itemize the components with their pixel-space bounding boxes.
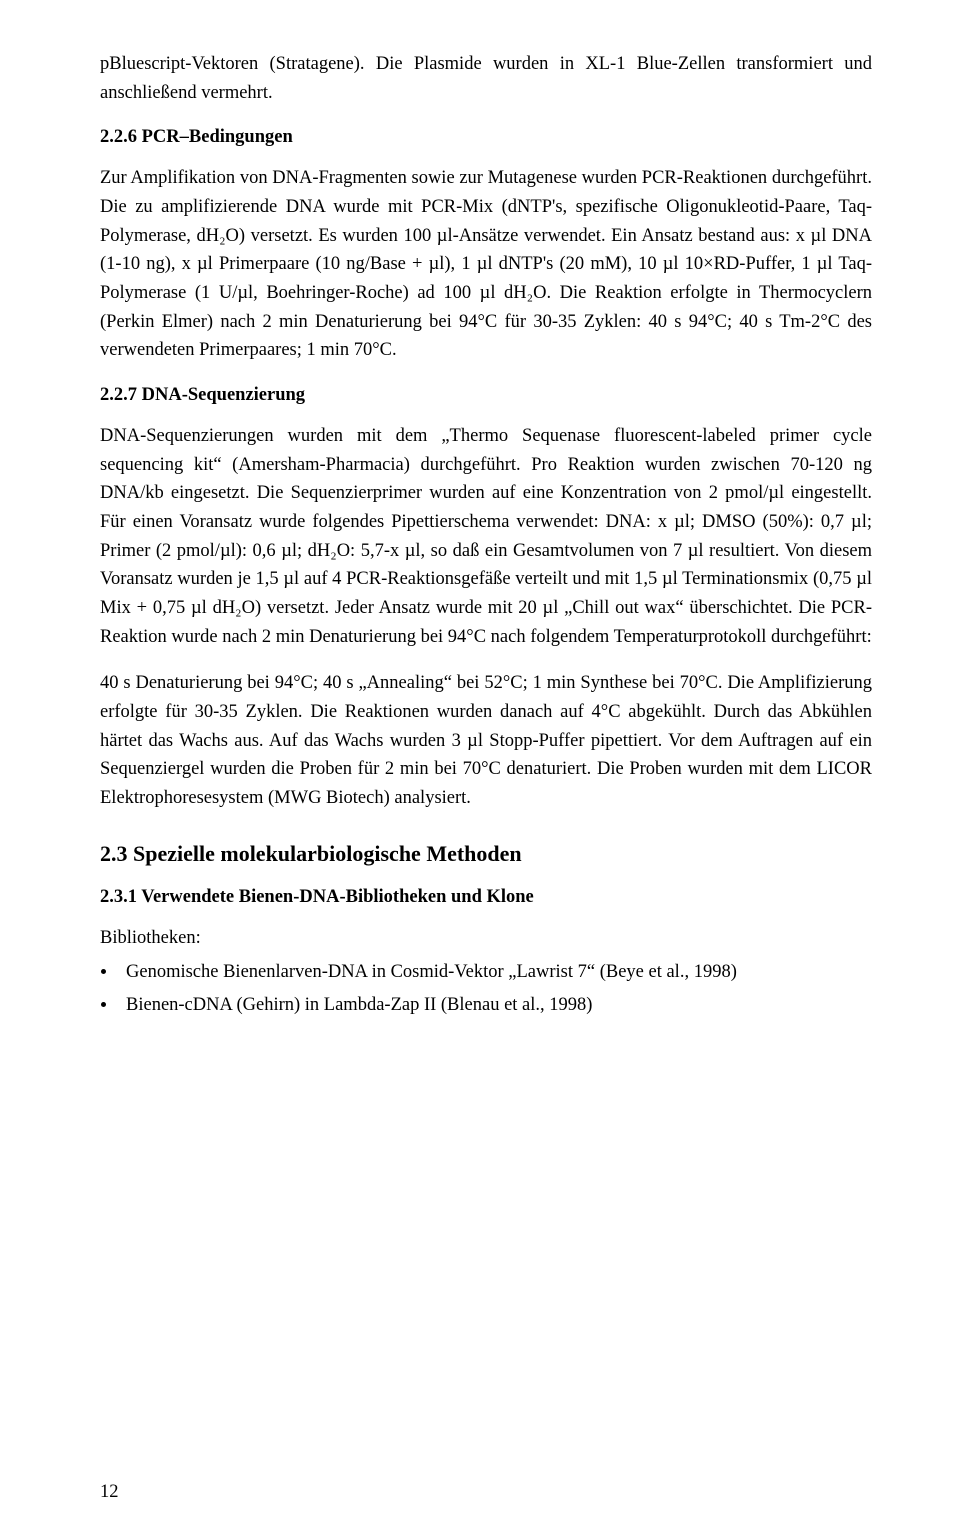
list-item: Genomische Bienenlarven-DNA in Cosmid-Ve… [118,958,872,987]
heading-226: 2.2.6 PCR–Bedingungen [100,127,872,148]
heading-227: 2.2.7 DNA-Sequenzierung [100,385,872,406]
paragraph-intro: pBluescript-Vektoren (Stratagene). Die P… [100,50,872,107]
paragraph-bibliotheken: Bibliotheken: [100,924,872,953]
list-item: Bienen-cDNA (Gehirn) in Lambda-Zap II (B… [118,991,872,1020]
page-number: 12 [100,1482,119,1503]
bullet-list: Genomische Bienenlarven-DNA in Cosmid-Ve… [118,958,872,1019]
heading-231: 2.3.1 Verwendete Bienen-DNA-Bibliotheken… [100,887,872,908]
page-container: pBluescript-Vektoren (Stratagene). Die P… [0,0,960,1533]
heading-23: 2.3 Spezielle molekularbiologische Metho… [100,841,872,867]
paragraph-227b: 40 s Denaturierung bei 94°C; 40 s „Annea… [100,669,872,812]
paragraph-226: Zur Amplifikation von DNA-Fragmenten sow… [100,164,872,365]
paragraph-227a: DNA-Sequenzierungen wurden mit dem „Ther… [100,422,872,651]
